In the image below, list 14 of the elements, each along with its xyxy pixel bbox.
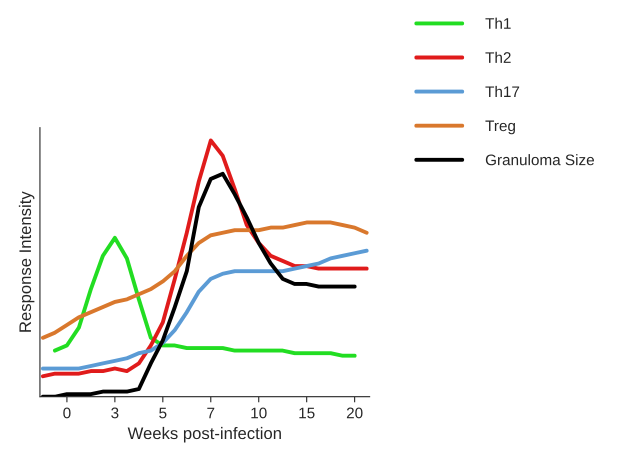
x-tick-label: 15	[299, 408, 315, 418]
x-tick-label: 5	[159, 408, 166, 418]
legend-label: Granuloma Size	[486, 154, 594, 166]
x-tick-label: 3	[111, 408, 118, 418]
x-tick-label: 7	[207, 408, 214, 418]
x-tick-label: 0	[63, 408, 71, 418]
y-axis-title: Response Intensity	[18, 191, 34, 332]
x-tick-label: 10	[251, 408, 267, 418]
legend-label: Th17	[485, 86, 520, 97]
legend-label: Treg	[485, 120, 515, 134]
legend-label: Th1	[485, 18, 511, 29]
legend-label: Th2	[485, 52, 511, 63]
x-tick-label: 20	[346, 408, 363, 418]
x-axis-title: Weeks post-infection	[128, 426, 281, 442]
